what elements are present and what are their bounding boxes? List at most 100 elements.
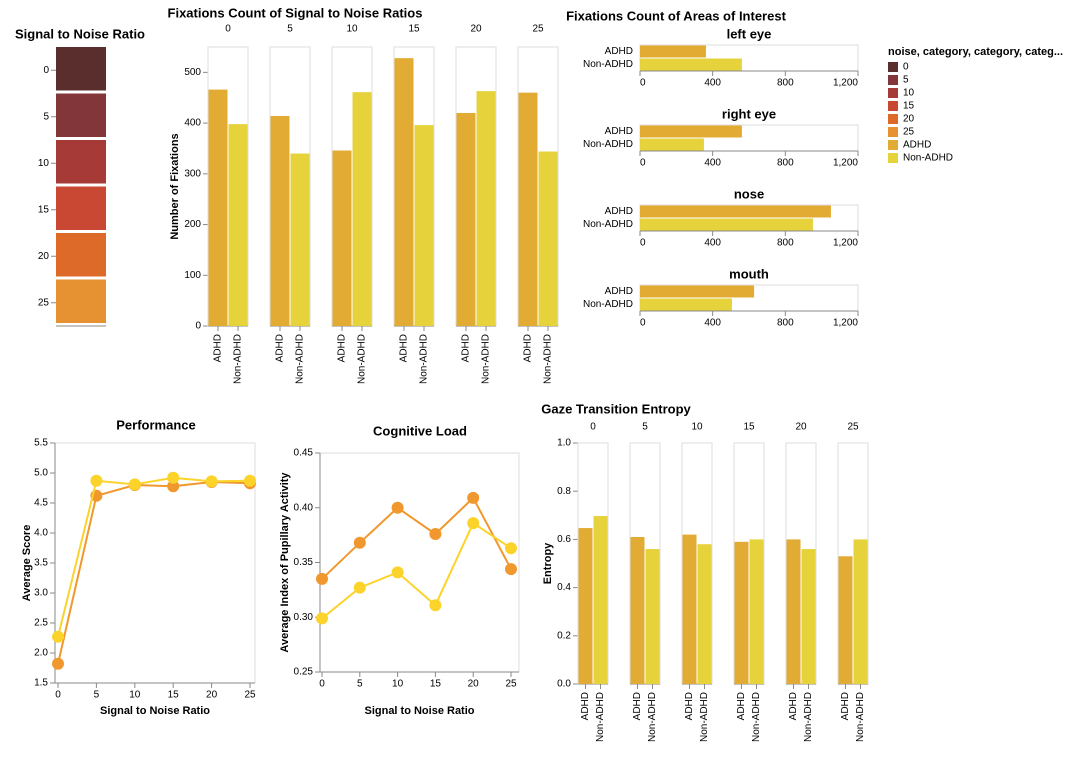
bar bbox=[640, 138, 704, 151]
facet-label: 10 bbox=[691, 422, 703, 433]
facet-label: 20 bbox=[795, 422, 807, 433]
y-axis-title: Average Index of Pupillary Activity bbox=[279, 472, 291, 653]
color-band bbox=[56, 47, 106, 91]
point bbox=[467, 491, 480, 504]
point bbox=[391, 566, 404, 579]
bar bbox=[640, 218, 813, 231]
facet-label: 0 bbox=[590, 422, 596, 433]
legend-swatch bbox=[888, 101, 898, 111]
x-tick-label: 400 bbox=[704, 158, 721, 169]
legend-label: ADHD bbox=[903, 140, 931, 151]
color-band bbox=[56, 233, 106, 277]
x-tick-label: 10 bbox=[392, 679, 404, 690]
bar bbox=[749, 539, 764, 684]
x-tick-label: 400 bbox=[704, 318, 721, 329]
y-tick-label: Non-ADHD bbox=[583, 219, 633, 230]
point bbox=[167, 480, 180, 493]
x-axis-title: Signal to Noise Ratio bbox=[100, 705, 210, 717]
x-tick-label: Non-ADHD bbox=[595, 692, 606, 742]
point bbox=[467, 517, 480, 530]
y-tick-label: 3.0 bbox=[34, 588, 48, 599]
y-tick-label: 0.2 bbox=[557, 630, 571, 641]
bar bbox=[208, 89, 228, 327]
legend-label: 0 bbox=[903, 62, 909, 73]
bar bbox=[801, 549, 816, 684]
x-tick-label: 0 bbox=[640, 318, 646, 329]
x-tick-label: Non-ADHD bbox=[295, 334, 306, 384]
facet-label: 15 bbox=[743, 422, 755, 433]
y-tick-label: 0.6 bbox=[557, 534, 571, 545]
bar bbox=[645, 549, 660, 684]
point bbox=[90, 474, 103, 487]
y-tick-label: 10 bbox=[38, 158, 50, 169]
bar bbox=[786, 539, 801, 684]
facet-title: left eye bbox=[727, 26, 772, 41]
legend-label: 5 bbox=[903, 75, 909, 86]
bar bbox=[228, 124, 248, 326]
bar bbox=[414, 125, 434, 327]
y-tick-label: ADHD bbox=[605, 206, 633, 217]
y-tick-label: 15 bbox=[38, 204, 50, 215]
x-tick-label: 0 bbox=[55, 690, 61, 701]
y-tick-label: 0.30 bbox=[294, 612, 314, 623]
legend-label: 15 bbox=[903, 101, 915, 112]
bar bbox=[394, 58, 414, 326]
x-tick-label: Non-ADHD bbox=[855, 692, 866, 742]
y-tick-label: 25 bbox=[38, 297, 50, 308]
chart-title: Performance bbox=[116, 417, 195, 432]
color-band bbox=[56, 140, 106, 184]
bar bbox=[290, 153, 310, 326]
y-tick-label: 0.4 bbox=[557, 582, 571, 593]
y-tick-label: 300 bbox=[184, 168, 201, 179]
legend-title: noise, category, category, categ... bbox=[888, 46, 1063, 58]
x-tick-label: ADHD bbox=[632, 692, 643, 720]
point bbox=[505, 563, 517, 576]
bar bbox=[578, 528, 593, 684]
legend-swatch bbox=[888, 114, 898, 124]
legend-label: 10 bbox=[903, 88, 915, 99]
legend-label: 20 bbox=[903, 114, 915, 125]
bar bbox=[640, 58, 742, 71]
bar bbox=[838, 556, 853, 684]
chart-title: Signal to Noise Ratio bbox=[15, 26, 145, 41]
chart-title: Gaze Transition Entropy bbox=[541, 401, 691, 416]
y-tick-label: 200 bbox=[184, 219, 201, 230]
x-tick-label: 15 bbox=[168, 690, 180, 701]
y-tick-label: ADHD bbox=[605, 46, 633, 57]
y-tick-label: ADHD bbox=[605, 286, 633, 297]
legend-swatch bbox=[888, 153, 898, 163]
chart-title: Fixations Count of Signal to Noise Ratio… bbox=[168, 5, 423, 20]
y-tick-label: 0.45 bbox=[294, 448, 314, 459]
x-tick-label: 1,200 bbox=[833, 158, 858, 169]
facet-label: 5 bbox=[287, 24, 293, 35]
x-tick-label: 800 bbox=[777, 318, 794, 329]
x-tick-label: ADHD bbox=[275, 334, 286, 362]
x-tick-label: ADHD bbox=[337, 334, 348, 362]
bar bbox=[476, 91, 496, 327]
legend-swatch bbox=[888, 140, 898, 150]
facet-title: nose bbox=[734, 186, 764, 201]
facet-label: 15 bbox=[408, 24, 420, 35]
facet-label: 0 bbox=[225, 24, 231, 35]
point bbox=[167, 471, 180, 484]
point bbox=[391, 501, 404, 514]
bar bbox=[640, 45, 706, 58]
legend-label: 25 bbox=[903, 127, 915, 138]
bar bbox=[640, 285, 755, 298]
x-tick-label: Non-ADHD bbox=[543, 334, 554, 384]
y-tick-label: Non-ADHD bbox=[583, 59, 633, 70]
bar bbox=[593, 516, 608, 684]
bar bbox=[270, 115, 290, 326]
facet-title: right eye bbox=[722, 106, 776, 121]
x-tick-label: 25 bbox=[505, 679, 517, 690]
bar bbox=[682, 534, 697, 684]
color-band bbox=[56, 93, 106, 137]
x-axis-title: Signal to Noise Ratio bbox=[364, 705, 474, 717]
x-tick-label: ADHD bbox=[399, 334, 410, 362]
bar bbox=[853, 539, 868, 684]
x-tick-label: 0 bbox=[640, 158, 646, 169]
facet-title: mouth bbox=[729, 266, 769, 281]
bar bbox=[697, 544, 712, 684]
y-tick-label: 0 bbox=[195, 321, 201, 332]
